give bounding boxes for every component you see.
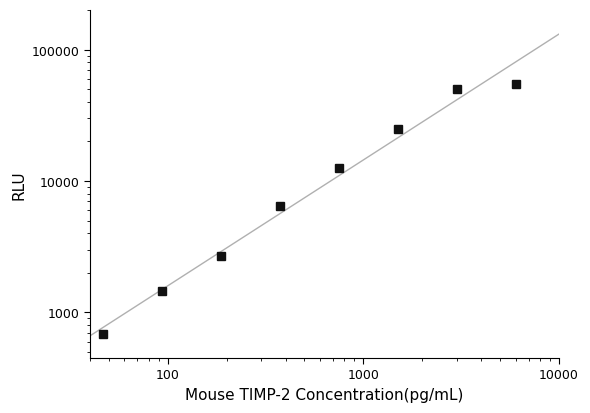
- X-axis label: Mouse TIMP-2 Concentration(pg/mL): Mouse TIMP-2 Concentration(pg/mL): [185, 387, 464, 402]
- Y-axis label: RLU: RLU: [11, 170, 26, 199]
